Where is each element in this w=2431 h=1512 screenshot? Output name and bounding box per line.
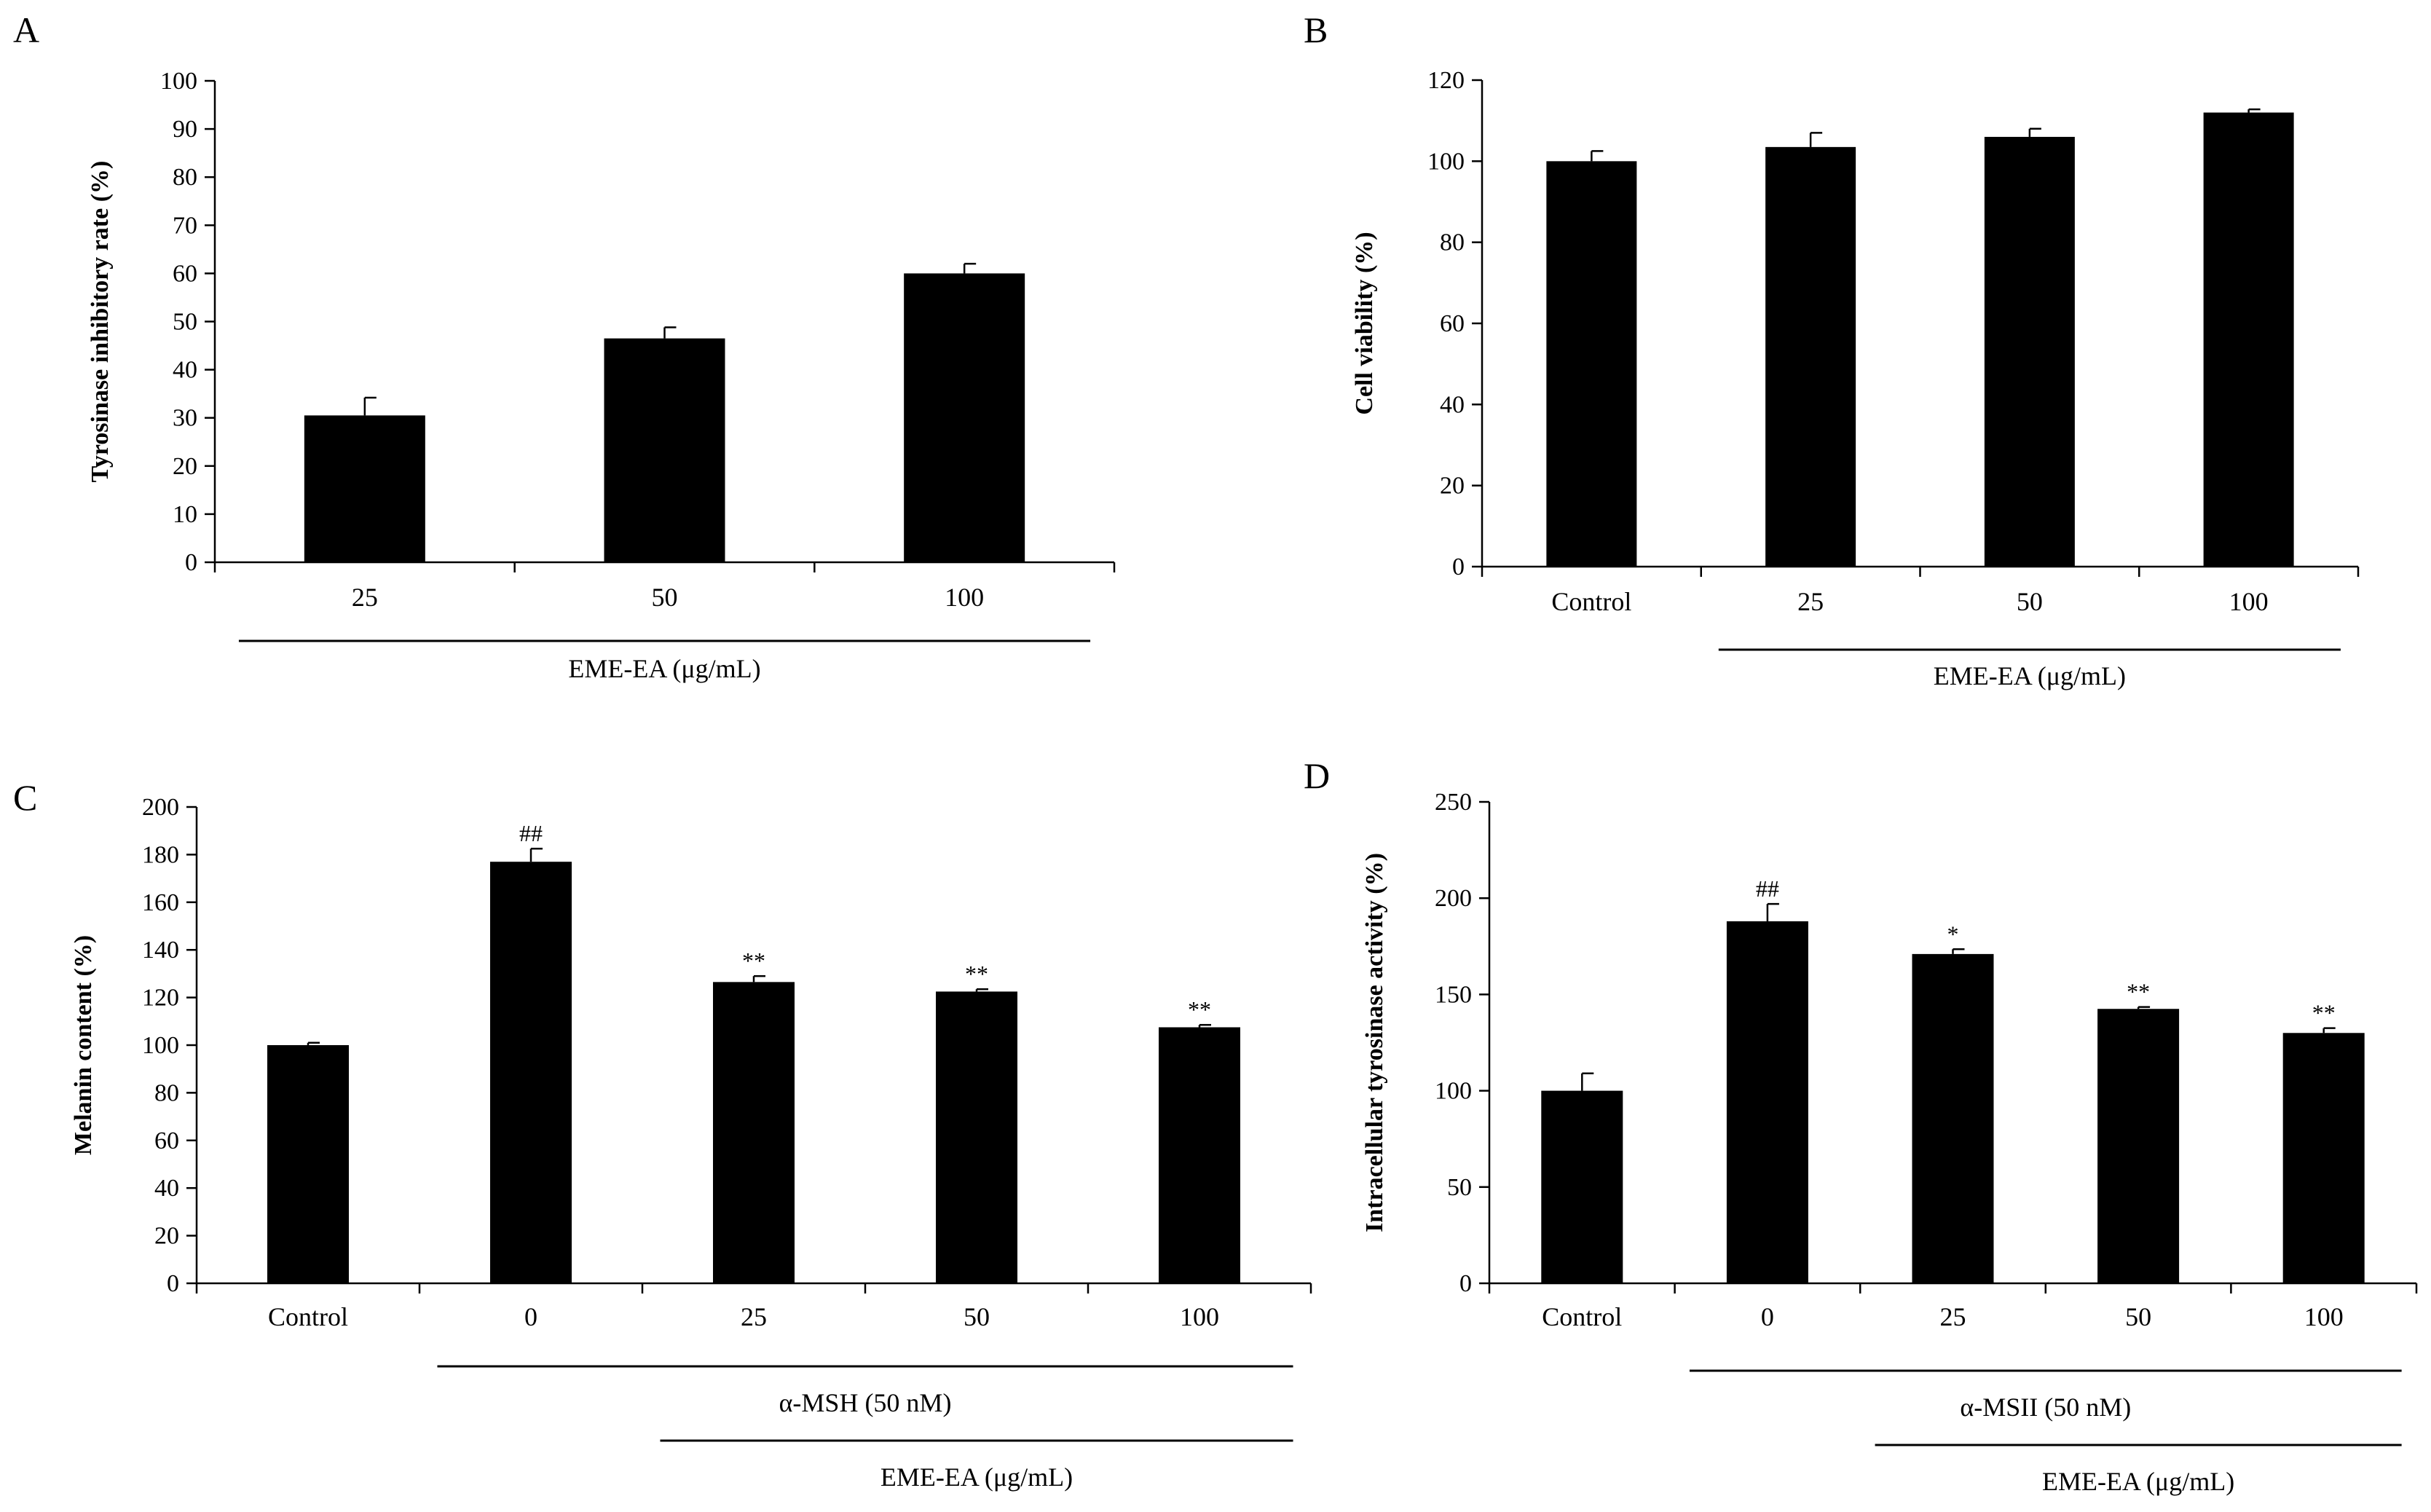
significance-label: ## [1756,875,1779,902]
y-tick-label: 30 [173,405,197,432]
y-tick-label: 10 [173,501,197,528]
category-label: Control [1551,587,1631,616]
y-tick-label: 0 [185,549,197,576]
category-label: 50 [964,1302,990,1331]
significance-label: ** [1188,996,1211,1023]
panel-c: C 0 20 40 60 80 100 120 140 160 180 200 Melanin cont… [13,777,1312,1492]
category-label: Control [268,1302,348,1331]
group-label: EME-EA (μg/mL) [1934,661,2126,690]
y-tick-label: 40 [173,357,197,384]
y-tick-label: 200 [1435,885,1472,912]
y-tick-label: 180 [142,841,179,868]
significance-label: ## [519,820,543,846]
y-axis-title: Melanin content (%) [70,935,97,1155]
y-tick-label: 150 [1435,981,1472,1008]
bar [1159,1027,1240,1283]
bar [1541,1090,1623,1283]
category-label: 25 [741,1302,767,1331]
y-tick-label: 80 [173,164,197,191]
y-tick-label: 0 [1459,1270,1472,1297]
y-tick-label: 0 [167,1270,179,1297]
category-label: 100 [2304,1302,2344,1331]
significance-label: * [1947,921,1959,947]
group-label: EME-EA (μg/mL) [880,1462,1073,1492]
y-tick-label: 250 [1435,789,1472,816]
y-tick-label: 20 [154,1223,179,1250]
significance-label: ** [2127,979,2150,1005]
y-tick-label: 60 [154,1127,179,1154]
y-tick-label: 140 [142,937,179,964]
bar [2097,1009,2180,1283]
bar [2203,112,2294,567]
panel-a: A 0 10 20 30 40 50 60 70 80 90 100 Tyrosinase inhibi… [13,9,1116,683]
y-tick-label: 40 [1440,391,1465,418]
category-label: 0 [524,1302,537,1331]
y-tick-label: 100 [1427,148,1465,175]
y-tick-label: 90 [173,116,197,143]
y-tick-label: 60 [173,260,197,287]
y-tick-label: 120 [1427,67,1465,94]
y-tick-label: 50 [1447,1174,1472,1201]
bar [604,338,725,562]
bar [713,982,795,1283]
y-tick-label: 100 [142,1032,179,1059]
y-axis-title: Cell viability (%) [1351,232,1378,414]
y-tick-label: 50 [173,309,197,336]
panel-letter: D [1304,755,1330,796]
y-tick-label: 70 [173,212,197,239]
bar [1546,161,1637,567]
group-label: α-MSII (50 nM) [1960,1393,2131,1422]
bar [267,1045,349,1283]
category-label: 25 [1797,587,1824,616]
bar [304,415,425,562]
group-label: α-MSH (50 nM) [779,1388,952,1417]
y-tick-label: 120 [142,985,179,1012]
y-tick-label: 200 [142,794,179,821]
group-label: EME-EA (μg/mL) [568,654,760,683]
category-label: 100 [1180,1302,1219,1331]
panel-b: B 0 20 40 60 80 100 120 Cell viability (%) Contro… [1304,9,2360,690]
y-axis-title: Tyrosinase inhibitory rate (%) [87,161,114,483]
bar [936,991,1017,1283]
bar [904,273,1025,562]
group-label: EME-EA (μg/mL) [2042,1467,2234,1496]
y-tick-label: 80 [1440,229,1465,256]
y-tick-label: 100 [160,68,197,95]
category-label: 100 [945,583,984,612]
y-axis-title: Intracellular tyrosinase activity (%) [1361,853,1388,1232]
panel-letter: A [13,9,39,50]
bar [2282,1033,2365,1283]
y-tick-label: 20 [173,453,197,480]
bar [1765,146,1856,567]
y-tick-label: 100 [1435,1078,1472,1105]
y-tick-label: 0 [1452,554,1465,580]
y-tick-label: 60 [1440,310,1465,337]
category-label: 100 [2229,587,2269,616]
category-label: 50 [2125,1302,2151,1331]
category-label: 25 [1940,1302,1966,1331]
y-tick-label: 40 [154,1175,179,1202]
category-label: 0 [1761,1302,1774,1331]
category-label: Control [1542,1302,1622,1331]
significance-label: ** [742,948,765,974]
bar [1912,953,1994,1283]
category-label: 50 [652,583,678,612]
y-tick-label: 160 [142,889,179,916]
category-label: 25 [352,583,378,612]
significance-label: ** [965,961,988,987]
category-label: 50 [2017,587,2043,616]
panel-letter: B [1304,9,1328,50]
bar [1726,921,1808,1283]
y-tick-label: 80 [154,1079,179,1106]
significance-label: ** [2312,1000,2336,1026]
panel-letter: C [13,777,37,818]
bar [490,862,572,1283]
y-tick-label: 20 [1440,473,1465,500]
bar [1984,136,2075,567]
